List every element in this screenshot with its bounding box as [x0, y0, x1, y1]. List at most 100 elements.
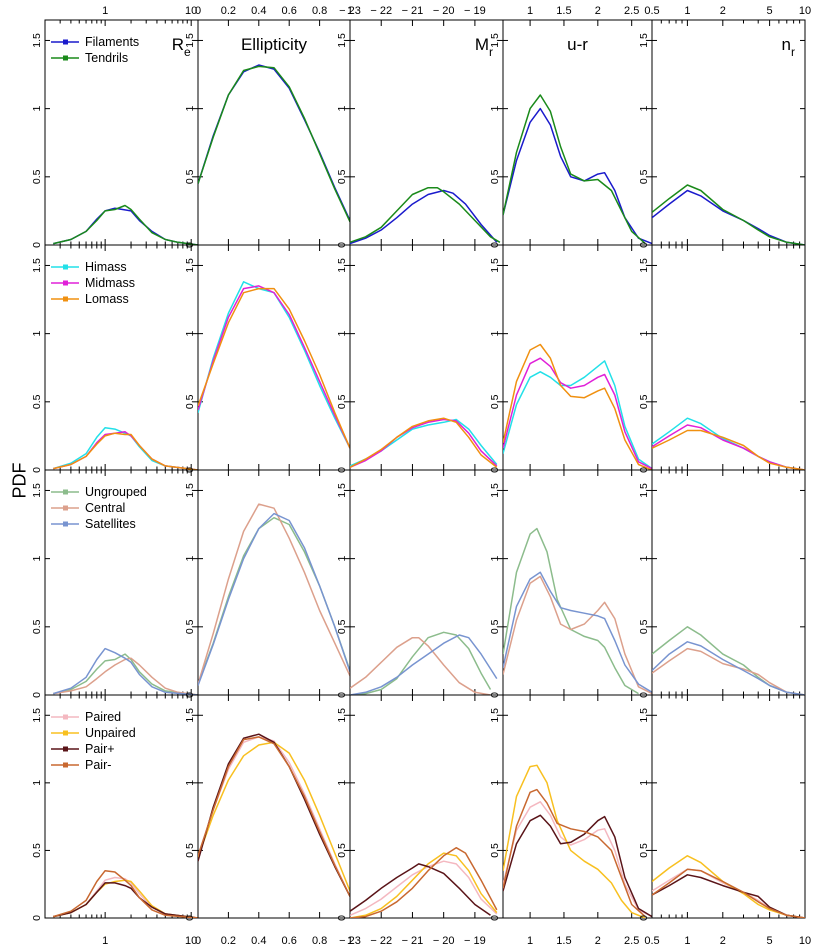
series-line-satellites [503, 571, 652, 693]
y-tick-label: 0.5 [638, 394, 650, 409]
panel-lines [503, 343, 652, 470]
series-line-midmass [503, 357, 652, 470]
column-label-sub-Mr: r [489, 45, 493, 59]
y-tick-label: 0.5 [336, 394, 348, 409]
y-tick-label: 1 [184, 331, 196, 337]
y-tick-label: 0.5 [638, 619, 650, 634]
series-line-paired [53, 876, 198, 918]
panel-Ellipticity-row3: 00.511.5 [184, 469, 351, 698]
x-tick-label-top: 10 [799, 5, 811, 17]
panel-ur-row2: 00.511.5 [489, 244, 653, 473]
series-line-midmass [350, 418, 498, 468]
x-tick-label-top: 5 [767, 5, 773, 17]
series-line-filaments [350, 189, 498, 245]
legend-marker [63, 55, 68, 61]
x-tick-label-bottom: 0.8 [312, 935, 327, 947]
panel-lines [503, 764, 652, 918]
y-tick-label: 0.5 [184, 619, 196, 634]
y-tick-label: 1 [184, 556, 196, 562]
series-line-unpaired [503, 764, 646, 918]
y-tick-label: 0.5 [336, 843, 348, 858]
column-label-Ellipticity: Ellipticity [241, 35, 308, 54]
column-label-sub-Re: e [184, 45, 191, 59]
series-line-central [53, 657, 198, 695]
panel-frame [502, 469, 653, 696]
y-tick-label: 0.5 [638, 843, 650, 858]
series-line-tendrils [198, 65, 350, 223]
y-tick-label: 0 [336, 915, 348, 921]
x-tick-label-top: 1 [347, 5, 353, 17]
series-line-filaments [198, 64, 350, 221]
series-line-tendrils [53, 204, 198, 245]
y-tick-label: 1 [638, 106, 650, 112]
series-line-satellites [53, 647, 198, 695]
y-tick-label: 1 [31, 780, 43, 786]
y-tick-label: 0.5 [31, 843, 43, 858]
y-tick-label: 1.5 [638, 483, 650, 498]
legend-marker [63, 39, 68, 45]
y-tick-label: 1 [336, 556, 348, 562]
x-tick-label-bottom: 1 [527, 935, 533, 947]
x-tick-label-bottom: 2.5 [624, 935, 639, 947]
series-line-unpaired [198, 741, 350, 892]
series-line-pair- [503, 814, 652, 918]
y-tick-label: 1.5 [336, 708, 348, 723]
series-line-lomass [198, 287, 350, 449]
y-tick-label: 1 [31, 331, 43, 337]
y-tick-label: 0.5 [184, 394, 196, 409]
y-axis-label: PDF [9, 462, 30, 499]
panel-ur-row3: 00.511.5 [489, 469, 653, 698]
y-tick-label: 0.5 [638, 169, 650, 184]
panel-lines [652, 184, 805, 245]
legend-row1: Filaments Tendrils [51, 35, 139, 65]
y-tick-label: 1.5 [31, 708, 43, 723]
y-tick-label: 0.5 [489, 619, 501, 634]
panel-frame [349, 469, 504, 696]
x-tick-label-bottom: 0.5 [644, 935, 659, 947]
series-line-midmass [53, 431, 198, 470]
panel-frame [651, 694, 806, 919]
y-tick-label: 0.5 [489, 843, 501, 858]
panel-frame [502, 694, 653, 919]
y-tick-label: 1.5 [489, 483, 501, 498]
x-tick-label-top: − 23 [339, 5, 361, 17]
y-tick-label: 1.5 [184, 708, 196, 723]
x-tick-label-top: 10 [185, 5, 197, 17]
x-tick-label-bottom: 1 [684, 935, 690, 947]
series-line-lomass [350, 417, 498, 468]
y-tick-label: 1.5 [489, 33, 501, 48]
y-tick-label: 1 [638, 331, 650, 337]
y-tick-label: 0.5 [31, 169, 43, 184]
panel-frame [197, 244, 351, 471]
x-tick-label-top: 1 [102, 5, 108, 17]
x-tick-label-top: − 22 [370, 5, 392, 17]
series-line-lomass [53, 432, 198, 470]
y-tick-label: 0.5 [489, 169, 501, 184]
panel-lines [53, 647, 198, 695]
panel-nr-row1: 00.511.5 n r [638, 19, 806, 248]
panel-lines [350, 417, 498, 468]
series-line-pair- [503, 788, 646, 918]
y-tick-label: 0 [638, 915, 650, 921]
column-label-sub-nr: r [791, 45, 795, 59]
panel-Ellipticity-row2: 00.511.5 [184, 244, 351, 473]
y-tick-label: 1.5 [336, 483, 348, 498]
x-tick-label-top: − 21 [402, 5, 424, 17]
legend-marker [63, 489, 68, 495]
x-tick-label-top: 2 [595, 5, 601, 17]
y-tick-label: 0.5 [31, 394, 43, 409]
y-tick-label: 0.5 [336, 169, 348, 184]
series-line-pair- [198, 736, 350, 897]
x-tick-label-bottom: 1 [102, 935, 108, 947]
panel-lines [350, 186, 501, 245]
series-line-central [198, 503, 350, 685]
x-tick-label-top: 0.5 [644, 5, 659, 17]
x-tick-label-bottom: 1.5 [556, 935, 571, 947]
series-line-pair- [652, 874, 805, 918]
panel-Ellipticity-row1: 00.511.5 Ellipticity [184, 19, 351, 248]
x-tick-label-top: 0.6 [282, 5, 297, 17]
series-line-tendrils [652, 184, 805, 245]
y-tick-label: 1 [638, 556, 650, 562]
x-tick-label-bottom: 1 [347, 935, 353, 947]
